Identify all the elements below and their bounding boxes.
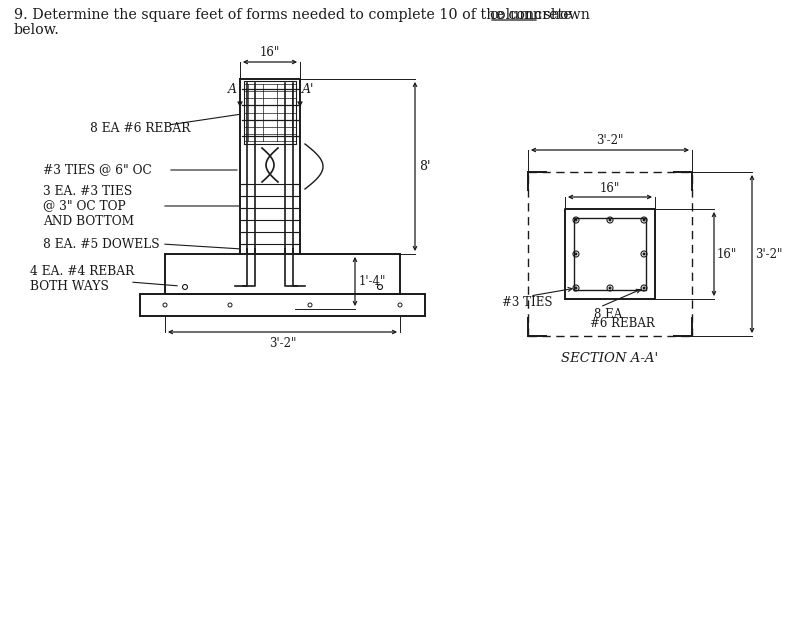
Text: 4 EA. #4 REBAR
BOTH WAYS: 4 EA. #4 REBAR BOTH WAYS [30,265,135,293]
Circle shape [609,219,611,221]
Circle shape [643,253,645,255]
Circle shape [643,287,645,289]
Text: A: A [228,83,237,96]
Text: 3'-2": 3'-2" [755,247,783,261]
Text: below.: below. [14,23,60,37]
Text: 9. Determine the square feet of forms needed to complete 10 of the concrete: 9. Determine the square feet of forms ne… [14,8,577,22]
Text: A': A' [302,83,314,96]
Text: 16": 16" [600,182,620,195]
Text: #3 TIES @ 6" OC: #3 TIES @ 6" OC [43,164,152,176]
Text: column: column [489,8,542,22]
Text: 3'-2": 3'-2" [596,134,624,147]
Text: 8': 8' [419,160,431,173]
Text: 3'-2": 3'-2" [268,337,296,350]
Circle shape [609,287,611,289]
Text: #3 TIES: #3 TIES [502,296,552,308]
Text: 8 EA #6 REBAR: 8 EA #6 REBAR [90,122,191,135]
Text: shown: shown [539,8,590,22]
Circle shape [643,219,645,221]
Text: 16": 16" [260,46,280,59]
Circle shape [575,253,577,255]
Text: 1'-4": 1'-4" [359,275,386,288]
Text: 8 EA: 8 EA [594,308,622,321]
Text: SECTION A-A': SECTION A-A' [561,352,659,365]
Text: 8 EA. #5 DOWELS: 8 EA. #5 DOWELS [43,238,160,251]
Circle shape [575,287,577,289]
Circle shape [575,219,577,221]
Text: 3 EA. #3 TIES
@ 3" OC TOP
AND BOTTOM: 3 EA. #3 TIES @ 3" OC TOP AND BOTTOM [43,184,134,227]
Text: #6 REBAR: #6 REBAR [590,317,654,330]
Text: 16": 16" [717,247,737,261]
